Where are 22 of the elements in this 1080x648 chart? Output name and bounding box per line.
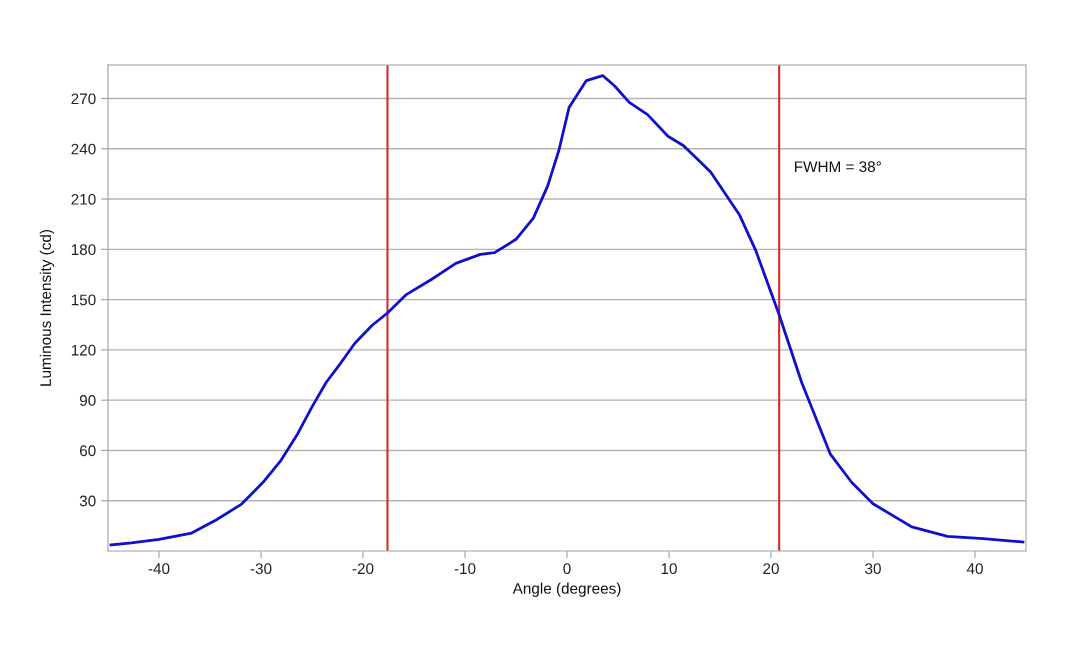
y-tick-label: 150: [71, 294, 96, 306]
x-axis-title: Angle (degrees): [512, 582, 621, 597]
y-tick-label: 120: [71, 344, 96, 356]
x-tick-label: -20: [352, 563, 374, 575]
x-tick-label: -30: [250, 563, 272, 575]
y-axis-title: Luminous Intensity (cd): [39, 229, 55, 386]
y-tick-label: 30: [79, 495, 96, 507]
x-tick-label: -10: [454, 563, 476, 575]
y-tick-label: 90: [79, 395, 96, 406]
x-tick-label: 0: [563, 563, 571, 575]
x-tick-label: -40: [148, 563, 170, 575]
y-tick-label: 210: [71, 193, 96, 205]
line-series: [109, 74, 1025, 547]
x-tick-label: 10: [661, 563, 677, 575]
y-tick-label: 60: [79, 445, 96, 457]
x-tick-label: 40: [966, 563, 983, 575]
y-tick-label: 180: [71, 244, 96, 256]
y-tick-label: 240: [71, 143, 96, 155]
annotation: FWHM = 38°: [795, 161, 881, 173]
x-tick-label: 20: [763, 563, 779, 575]
y-tick-label: 270: [71, 93, 96, 105]
x-tick-label: 30: [865, 563, 881, 575]
